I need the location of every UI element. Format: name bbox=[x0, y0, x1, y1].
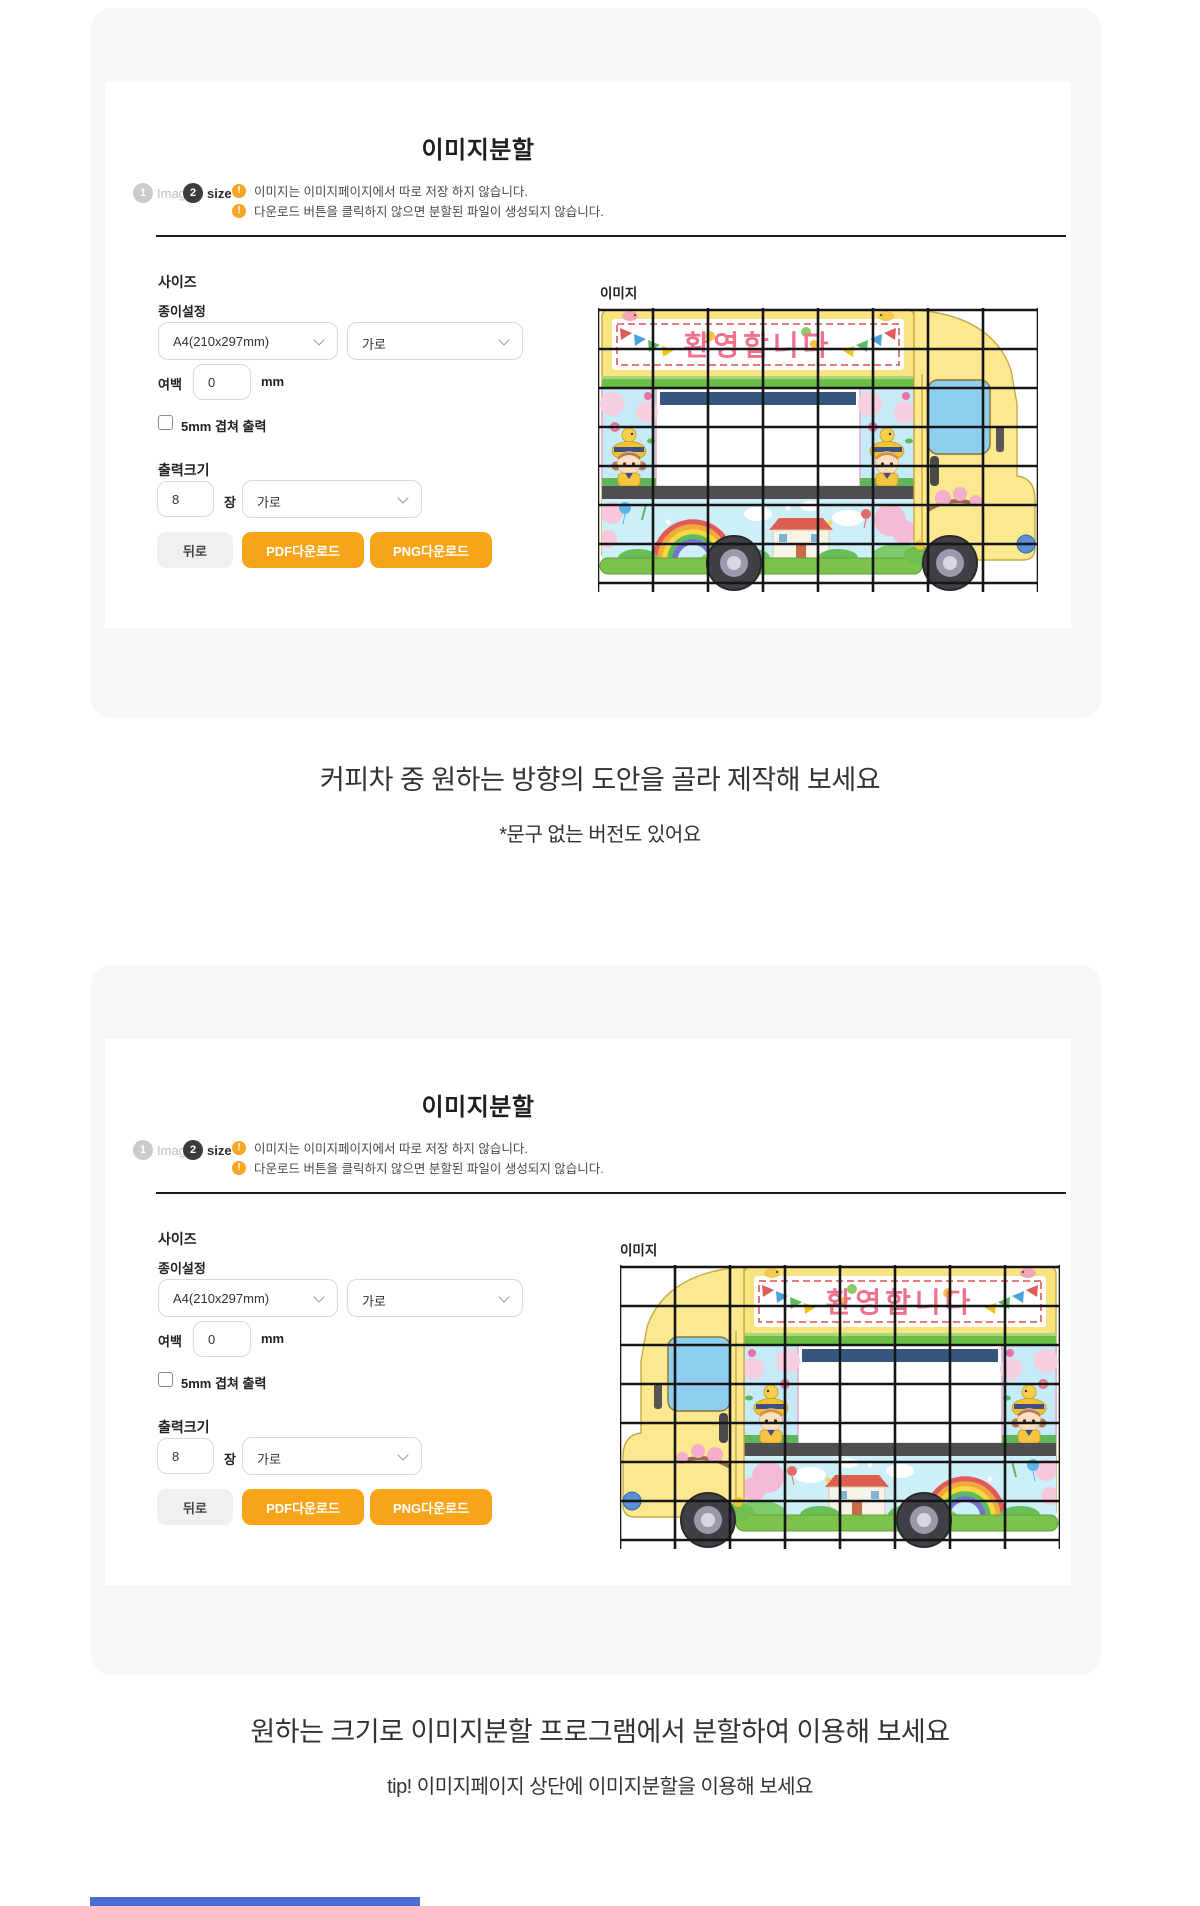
page-title: 이미지분할 bbox=[421, 137, 535, 165]
overlap-checkbox[interactable] bbox=[158, 1372, 173, 1387]
chevron-down-icon bbox=[313, 334, 325, 346]
warning-icon: ! bbox=[232, 183, 246, 198]
paper-orientation-value: 가로 bbox=[362, 1294, 386, 1309]
paper-size-value: A4(210x297mm) bbox=[173, 334, 270, 349]
caption-1-line-1: 커피차 중 원하는 방향의 도안을 골라 제작해 보세요 bbox=[319, 765, 881, 795]
png-download-button[interactable]: PNG다운로드 bbox=[370, 532, 492, 568]
margin-label: 여백 bbox=[158, 1334, 182, 1349]
warning-line-2: ! 다운로드 버튼을 클릭하지 않으면 분할된 파일이 생성되지 않습니다. bbox=[232, 1158, 604, 1177]
chevron-down-icon bbox=[498, 334, 510, 346]
output-size-heading: 출력크기 bbox=[158, 1419, 210, 1435]
margin-input[interactable] bbox=[193, 364, 251, 400]
output-count-input[interactable] bbox=[157, 1438, 214, 1474]
header-divider bbox=[156, 235, 1066, 237]
output-orientation-value: 가로 bbox=[257, 495, 281, 510]
margin-label: 여백 bbox=[158, 377, 182, 392]
chevron-down-icon bbox=[397, 492, 409, 504]
caption-1-line-2: *문구 없는 버전도 있어요 bbox=[499, 824, 701, 846]
warning-text-2: 다운로드 버튼을 클릭하지 않으면 분할된 파일이 생성되지 않습니다. bbox=[254, 1162, 604, 1176]
panel-1-content: 이미지분할 1 Image 2 size ! 이미지는 이미지페이지에서 따로 … bbox=[105, 82, 1071, 628]
overlap-checkbox-label: 5mm 겹쳐 출력 bbox=[181, 419, 267, 434]
caption-2-line-1: 원하는 크기로 이미지분할 프로그램에서 분할하여 이용해 보세요 bbox=[250, 1717, 950, 1747]
pdf-download-button[interactable]: PDF다운로드 bbox=[242, 1489, 364, 1525]
image-split-panel-1: 이미지분할 1 Image 2 size ! 이미지는 이미지페이지에서 따로 … bbox=[91, 8, 1101, 718]
step-2-label: size bbox=[207, 1143, 232, 1158]
step-2-label: size bbox=[207, 186, 232, 201]
paper-orientation-select[interactable]: 가로 bbox=[347, 1279, 523, 1317]
chevron-down-icon bbox=[313, 1291, 325, 1303]
output-count-unit: 장 bbox=[224, 495, 236, 510]
warning-line-2: ! 다운로드 버튼을 클릭하지 않으면 분할된 파일이 생성되지 않습니다. bbox=[232, 201, 604, 220]
output-orientation-select[interactable]: 가로 bbox=[242, 1437, 422, 1475]
warning-icon: ! bbox=[232, 1160, 246, 1175]
image-section-label: 이미지 bbox=[600, 286, 638, 301]
warning-icon: ! bbox=[232, 203, 246, 218]
paper-size-select[interactable]: A4(210x297mm) bbox=[158, 322, 338, 360]
margin-unit: mm bbox=[261, 1331, 285, 1346]
svg-text:환영합니다: 환영합니다 bbox=[826, 1287, 975, 1318]
warning-line-1: ! 이미지는 이미지페이지에서 따로 저장 하지 않습니다. bbox=[232, 1138, 528, 1157]
margin-unit: mm bbox=[261, 374, 285, 389]
paper-orientation-value: 가로 bbox=[362, 337, 386, 352]
pdf-download-button[interactable]: PDF다운로드 bbox=[242, 532, 364, 568]
split-preview-truck-right: 환영합니다 bbox=[598, 308, 1038, 598]
paper-setting-label: 종이설정 bbox=[158, 304, 206, 319]
header-divider bbox=[156, 1192, 1066, 1194]
overlap-checkbox-label: 5mm 겹쳐 출력 bbox=[181, 1376, 267, 1391]
warning-icon: ! bbox=[232, 1140, 246, 1155]
paper-orientation-select[interactable]: 가로 bbox=[347, 322, 523, 360]
panel-2-content: 이미지분할 1 Image 2 size ! 이미지는 이미지페이지에서 따로 … bbox=[105, 1039, 1071, 1585]
output-orientation-select[interactable]: 가로 bbox=[242, 480, 422, 518]
warning-text-2: 다운로드 버튼을 클릭하지 않으면 분할된 파일이 생성되지 않습니다. bbox=[254, 205, 604, 219]
svg-text:환영합니다: 환영합니다 bbox=[684, 330, 833, 361]
image-split-panel-2: 이미지분할 1 Image 2 size ! 이미지는 이미지페이지에서 따로 … bbox=[91, 965, 1101, 1675]
size-heading: 사이즈 bbox=[158, 1231, 197, 1247]
back-button[interactable]: 뒤로 bbox=[157, 1489, 233, 1525]
caption-2-line-2: tip! 이미지페이지 상단에 이미지분할을 이용해 보세요 bbox=[387, 1776, 813, 1798]
png-download-button[interactable]: PNG다운로드 bbox=[370, 1489, 492, 1525]
output-count-input[interactable] bbox=[157, 481, 214, 517]
overlap-checkbox[interactable] bbox=[158, 415, 173, 430]
paper-setting-label: 종이설정 bbox=[158, 1261, 206, 1276]
page-title: 이미지분할 bbox=[421, 1094, 535, 1122]
warning-line-1: ! 이미지는 이미지페이지에서 따로 저장 하지 않습니다. bbox=[232, 181, 528, 200]
warning-text-1: 이미지는 이미지페이지에서 따로 저장 하지 않습니다. bbox=[254, 1142, 528, 1156]
back-button[interactable]: 뒤로 bbox=[157, 532, 233, 568]
output-size-heading: 출력크기 bbox=[158, 462, 210, 478]
image-section-label: 이미지 bbox=[620, 1243, 658, 1258]
paper-size-select[interactable]: A4(210x297mm) bbox=[158, 1279, 338, 1317]
paper-size-value: A4(210x297mm) bbox=[173, 1291, 270, 1306]
split-preview-truck-left: 환영합니다 bbox=[620, 1265, 1060, 1555]
output-orientation-value: 가로 bbox=[257, 1452, 281, 1467]
step-1-image[interactable]: 1 bbox=[133, 183, 153, 203]
output-count-unit: 장 bbox=[224, 1452, 236, 1467]
chevron-down-icon bbox=[397, 1449, 409, 1461]
bottom-divider-bar bbox=[90, 1897, 420, 1906]
chevron-down-icon bbox=[498, 1291, 510, 1303]
size-heading: 사이즈 bbox=[158, 274, 197, 290]
step-1-image[interactable]: 1 bbox=[133, 1140, 153, 1160]
warning-text-1: 이미지는 이미지페이지에서 따로 저장 하지 않습니다. bbox=[254, 185, 528, 199]
margin-input[interactable] bbox=[193, 1321, 251, 1357]
step-2-size[interactable]: 2 bbox=[183, 183, 203, 203]
step-2-size[interactable]: 2 bbox=[183, 1140, 203, 1160]
